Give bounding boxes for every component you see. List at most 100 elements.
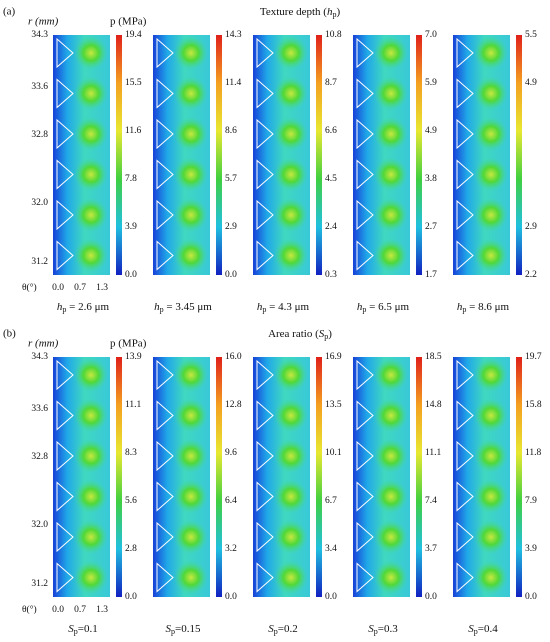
texture-outline bbox=[256, 440, 274, 472]
colorbar bbox=[116, 357, 122, 597]
colorbar-tick-label: 5.7 bbox=[225, 174, 237, 184]
r-tick-label: 32.8 bbox=[31, 130, 48, 140]
texture-outline bbox=[456, 440, 474, 472]
colorbar-tick-label: 11.1 bbox=[125, 400, 142, 410]
contour-plot bbox=[253, 35, 310, 275]
pressure-spot bbox=[274, 76, 308, 111]
contour-plot bbox=[453, 35, 510, 275]
texture-outline bbox=[156, 159, 174, 190]
caption-text: = 2.6 μm bbox=[66, 301, 109, 313]
colorbar-tick-label: 2.9 bbox=[525, 222, 537, 232]
colorbar-tick-label: 4.9 bbox=[525, 78, 537, 88]
contour-background bbox=[453, 357, 510, 597]
symbol: h bbox=[327, 6, 333, 18]
panel-label: (a) bbox=[3, 6, 16, 18]
texture-outline bbox=[56, 400, 74, 431]
contour-plot bbox=[153, 357, 210, 597]
colorbar-tick-label: 7.9 bbox=[525, 496, 537, 506]
r-tick-label: 32.0 bbox=[31, 198, 48, 208]
contour-background bbox=[253, 35, 310, 275]
plot-caption: hp = 6.5 μm bbox=[357, 301, 410, 314]
colorbar-tick-label: 0.0 bbox=[225, 270, 237, 280]
texture-outline bbox=[456, 521, 474, 553]
texture-outline bbox=[156, 37, 174, 69]
colorbar-tick-label: 19.4 bbox=[125, 30, 142, 40]
r-label: r (mm) bbox=[28, 16, 59, 28]
texture-outline bbox=[356, 199, 374, 231]
symbol: h bbox=[257, 301, 263, 313]
contour-plot bbox=[153, 35, 210, 275]
colorbar bbox=[316, 357, 322, 597]
colorbar-tick-label: 4.5 bbox=[325, 174, 337, 184]
colorbar-tick-label: 6.4 bbox=[225, 496, 237, 506]
pressure-spot bbox=[374, 76, 408, 111]
texture-outline bbox=[456, 359, 474, 391]
theta-tick-label: 0.0 bbox=[52, 605, 64, 615]
colorbar bbox=[316, 35, 322, 275]
texture-outline bbox=[156, 118, 174, 150]
texture-outline bbox=[456, 199, 474, 231]
pressure-spot bbox=[174, 479, 208, 514]
colorbar bbox=[216, 357, 222, 597]
pressure-spot bbox=[374, 398, 408, 433]
plot-caption: Sp=0.3 bbox=[368, 623, 398, 636]
texture-outline bbox=[256, 562, 274, 593]
pressure-spot bbox=[74, 520, 108, 554]
pressure-spot bbox=[374, 198, 408, 232]
plot-caption: Sp=0.15 bbox=[166, 623, 201, 636]
subscript: p bbox=[62, 305, 66, 314]
colorbar-tick-label: 11.4 bbox=[225, 78, 242, 88]
pressure-spot bbox=[174, 520, 208, 554]
pressure-spot bbox=[74, 76, 108, 111]
contour-plot bbox=[53, 35, 110, 275]
symbol: h bbox=[57, 301, 63, 313]
pressure-spot bbox=[474, 157, 508, 192]
subscript: p bbox=[324, 332, 328, 341]
symbol: S bbox=[319, 328, 325, 340]
texture-outline bbox=[456, 159, 474, 190]
contour-background bbox=[53, 357, 110, 597]
colorbar-tick-label: 3.7 bbox=[425, 544, 437, 554]
colorbar-tick-label: 8.7 bbox=[325, 78, 337, 88]
contour-plot bbox=[353, 357, 410, 597]
colorbar-tick-label: 0.0 bbox=[125, 592, 137, 602]
pressure-spot bbox=[274, 398, 308, 433]
plot-caption: hp = 2.6 μm bbox=[57, 301, 110, 314]
texture-outline bbox=[56, 159, 74, 190]
caption-text: =0.4 bbox=[478, 623, 498, 635]
caption-text: =0.15 bbox=[175, 623, 201, 635]
texture-outline bbox=[356, 359, 374, 391]
caption-text: = 4.3 μm bbox=[266, 301, 309, 313]
texture-outline bbox=[256, 400, 274, 431]
texture-outline bbox=[456, 481, 474, 512]
texture-outline bbox=[56, 240, 74, 271]
r-tick-label: 32.8 bbox=[31, 452, 48, 462]
contour-plot bbox=[53, 357, 110, 597]
theta-tick-label: 0.7 bbox=[74, 283, 86, 293]
pressure-spot bbox=[374, 358, 408, 392]
contour-background bbox=[253, 357, 310, 597]
pressure-spot bbox=[74, 560, 108, 595]
subscript: p bbox=[74, 627, 78, 636]
theta-label: θ(°) bbox=[22, 604, 37, 615]
texture-outline bbox=[356, 78, 374, 109]
texture-outline bbox=[256, 521, 274, 553]
colorbar-tick-label: 7.0 bbox=[425, 30, 437, 40]
texture-outline bbox=[456, 118, 474, 150]
texture-outline bbox=[256, 159, 274, 190]
theta-tick-label: 1.3 bbox=[96, 283, 108, 293]
pressure-spot bbox=[174, 76, 208, 111]
colorbar-tick-label: 9.6 bbox=[225, 448, 237, 458]
texture-outline bbox=[256, 118, 274, 150]
caption-text: = 6.5 μm bbox=[366, 301, 409, 313]
title-text: Area ratio ( bbox=[268, 328, 319, 340]
colorbar bbox=[516, 35, 522, 275]
texture-outline bbox=[256, 359, 274, 391]
colorbar-tick-label: 15.5 bbox=[125, 78, 142, 88]
colorbar-tick-label: 13.9 bbox=[125, 352, 142, 362]
pressure-spot bbox=[474, 358, 508, 392]
colorbar bbox=[116, 35, 122, 275]
title-end: ) bbox=[336, 6, 340, 18]
contour-background bbox=[353, 35, 410, 275]
colorbar-tick-label: 13.5 bbox=[325, 400, 342, 410]
